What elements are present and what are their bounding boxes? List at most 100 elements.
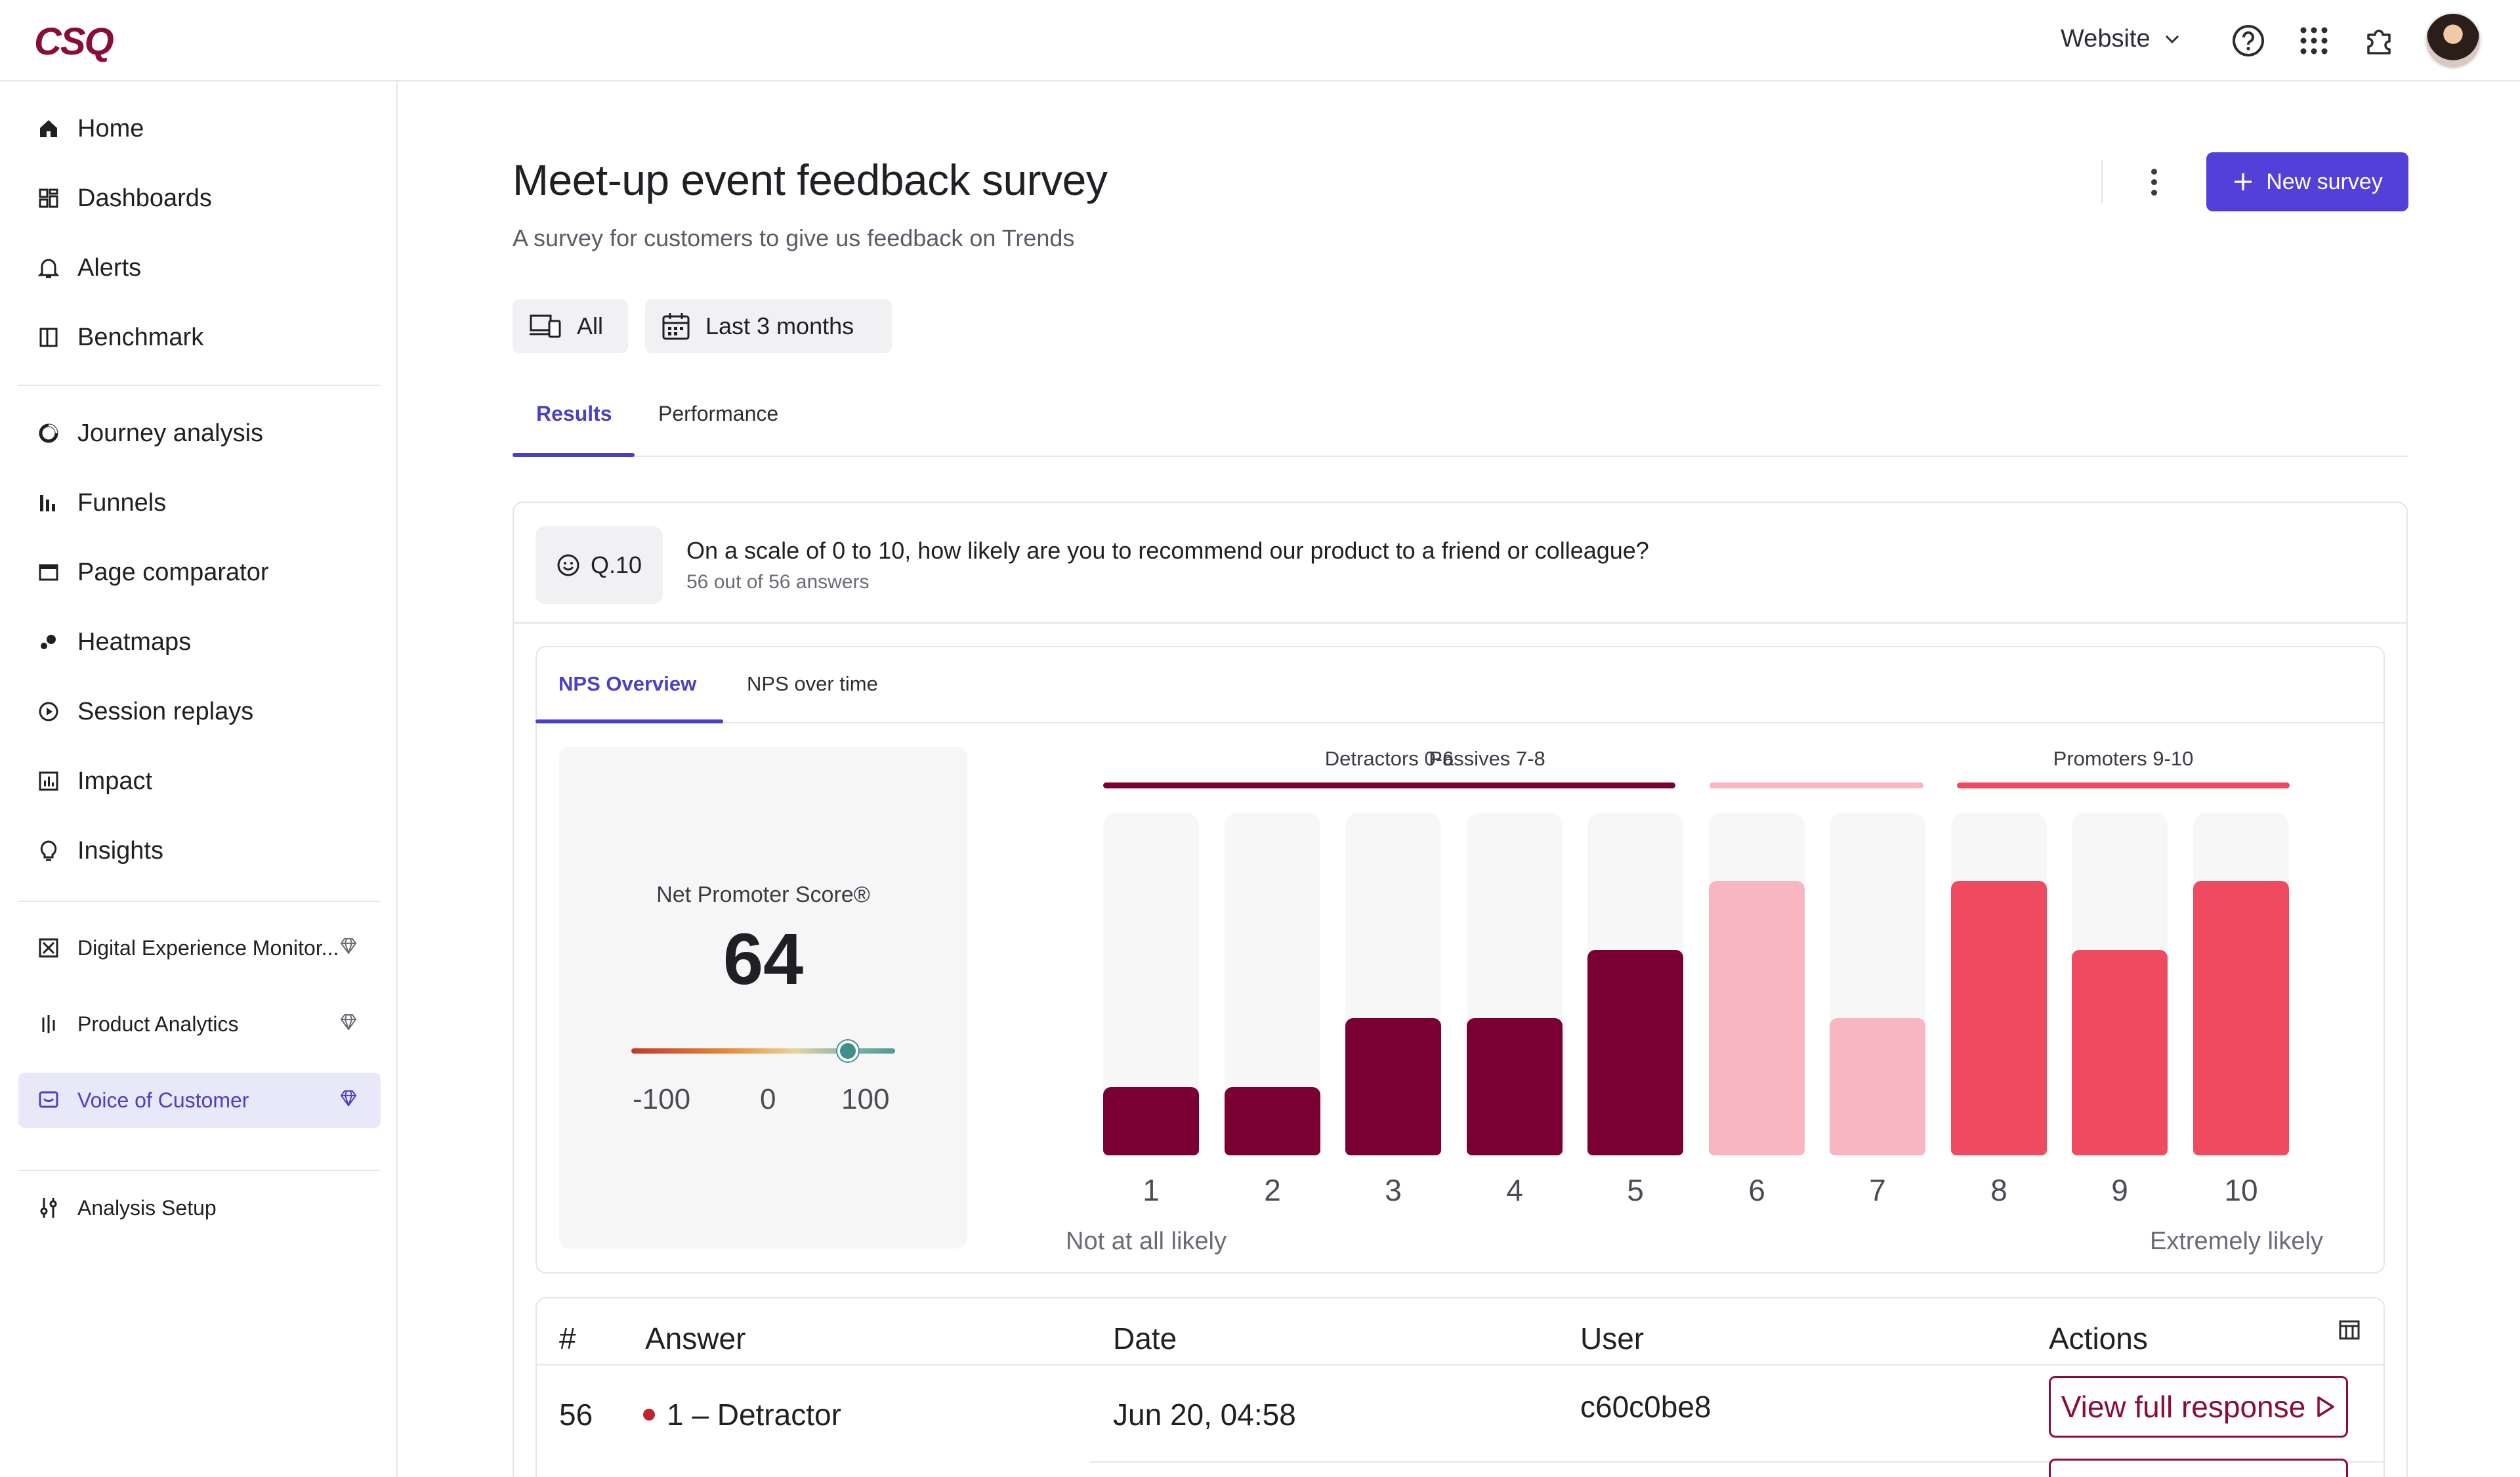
sidebar-item-funnels[interactable]: Funnels xyxy=(18,475,381,530)
smiley-icon xyxy=(557,554,579,576)
question-answer-count: 56 out of 56 answers xyxy=(686,571,870,593)
bar-score-6[interactable] xyxy=(1709,881,1805,1155)
gauge-mid-label: 0 xyxy=(760,1083,776,1115)
sidebar-item-insights[interactable]: Insights xyxy=(18,823,381,878)
new-survey-label: New survey xyxy=(2266,169,2383,194)
sidebar-item-label: Journey analysis xyxy=(77,419,264,447)
sidebar-item-label: Dashboards xyxy=(77,184,212,212)
tab-nps-overview[interactable]: NPS Overview xyxy=(558,672,697,695)
page-subtitle: A survey for customers to give us feedba… xyxy=(513,225,1075,251)
x-tick-label: 3 xyxy=(1385,1173,1402,1207)
columns-settings-icon[interactable] xyxy=(2338,1318,2361,1342)
avatar[interactable] xyxy=(2424,12,2482,70)
sidebar-item-journey-analysis[interactable]: Journey analysis xyxy=(18,406,381,461)
x-tick-label: 2 xyxy=(1264,1173,1281,1207)
sidebar-item-session-replays[interactable]: Session replays xyxy=(18,684,381,739)
sidebar-item-product-analytics[interactable]: Product Analytics xyxy=(18,996,381,1052)
active-subtab-indicator xyxy=(536,719,723,723)
tab-performance[interactable]: Performance xyxy=(658,402,779,425)
cell-date: Jun 20, 04:58 xyxy=(1113,1398,1296,1432)
table-header-answer[interactable]: Answer xyxy=(645,1321,746,1356)
sidebar-item-digital-experience-monitoring[interactable]: Digital Experience Monitor... xyxy=(18,920,381,975)
sidebar-item-voice-of-customer[interactable]: Voice of Customer xyxy=(18,1073,381,1128)
help-icon[interactable] xyxy=(2229,21,2268,60)
cell-user[interactable]: c60c0be8 xyxy=(1580,1390,1712,1424)
tabs-baseline xyxy=(513,456,2408,457)
x-tick-label: 8 xyxy=(1990,1173,2007,1207)
gauge-max-label: 100 xyxy=(841,1083,890,1115)
table-header-number[interactable]: # xyxy=(559,1321,576,1356)
play-icon xyxy=(35,698,62,725)
nps-gauge-track xyxy=(631,1048,895,1054)
table-header-date[interactable]: Date xyxy=(1113,1321,1177,1356)
nps-score-panel xyxy=(559,747,967,1249)
sidebar-item-analysis-setup[interactable]: Analysis Setup xyxy=(18,1180,381,1235)
sidebar-item-label: Funnels xyxy=(77,488,167,517)
view-full-response-label: View full response xyxy=(2061,1390,2306,1424)
apps-grid-icon[interactable] xyxy=(2294,21,2334,60)
bar-score-4[interactable] xyxy=(1467,1018,1563,1155)
detractor-dot-icon xyxy=(643,1408,655,1421)
sidebar-item-alerts[interactable]: Alerts xyxy=(18,240,381,295)
bar-score-5[interactable] xyxy=(1587,950,1683,1155)
more-options-icon[interactable] xyxy=(2141,164,2167,200)
header-separator xyxy=(2101,160,2103,203)
logo[interactable]: CSQ xyxy=(34,20,114,63)
x-tick-label: 10 xyxy=(2224,1173,2258,1207)
top-bar: CSQ Website xyxy=(0,0,2520,81)
sidebar-item-label: Benchmark xyxy=(77,323,204,351)
new-survey-button[interactable]: New survey xyxy=(2206,152,2408,211)
website-selector[interactable]: Website xyxy=(2061,25,2179,53)
home-icon xyxy=(35,116,62,142)
settings-sliders-icon xyxy=(35,1195,62,1221)
dashboards-icon xyxy=(35,185,62,211)
sidebar-item-page-comparator[interactable]: Page comparator xyxy=(18,545,381,600)
group-line-promoters xyxy=(1957,782,2290,788)
table-header-actions: Actions xyxy=(2049,1321,2148,1356)
bar-score-3[interactable] xyxy=(1345,1018,1441,1155)
sidebar-item-dashboards[interactable]: Dashboards xyxy=(18,171,381,226)
sidebar-item-label: Alerts xyxy=(77,253,142,282)
table-header-user[interactable]: User xyxy=(1580,1321,1645,1356)
x-tick-label: 7 xyxy=(1869,1173,1886,1207)
sidebar-item-heatmaps[interactable]: Heatmaps xyxy=(18,614,381,670)
benchmark-icon xyxy=(35,324,62,351)
view-full-response-button[interactable] xyxy=(2049,1459,2348,1477)
x-tick-label: 1 xyxy=(1143,1173,1160,1207)
bar-score-9[interactable] xyxy=(2072,950,2168,1155)
sidebar-item-label: Impact xyxy=(77,767,153,795)
page-title: Meet-up event feedback survey xyxy=(513,156,1108,204)
date-range-label: Last 3 months xyxy=(705,312,854,339)
group-label-detractors: Detractors 0-6 xyxy=(1324,747,1454,770)
device-filter[interactable]: All xyxy=(513,299,628,353)
page-comparator-icon xyxy=(35,559,62,586)
subtabs-baseline xyxy=(536,722,2385,723)
bar-score-2[interactable] xyxy=(1225,1087,1320,1155)
tab-results[interactable]: Results xyxy=(536,402,612,425)
device-filter-label: All xyxy=(577,312,604,339)
group-line-detractors xyxy=(1103,782,1675,788)
bar-score-10[interactable] xyxy=(2193,881,2289,1155)
x-tick-label: 6 xyxy=(1748,1173,1765,1207)
sidebar-item-home[interactable]: Home xyxy=(18,101,381,156)
sidebar-item-impact[interactable]: Impact xyxy=(18,754,381,809)
axis-label-right: Extremely likely xyxy=(2150,1228,2323,1255)
date-range-filter[interactable]: Last 3 months xyxy=(645,299,892,353)
x-tick-label: 9 xyxy=(2111,1173,2128,1207)
diamond-icon xyxy=(339,936,362,960)
bar-score-8[interactable] xyxy=(1951,881,2047,1155)
lightbulb-icon xyxy=(35,838,62,864)
x-tick-label: 5 xyxy=(1627,1173,1644,1207)
nps-score-value: 64 xyxy=(723,919,804,1000)
x-tick-label: 4 xyxy=(1506,1173,1523,1207)
sidebar-item-benchmark[interactable]: Benchmark xyxy=(18,310,381,365)
play-outline-icon xyxy=(2317,1396,2334,1417)
cell-answer-text: 1 – Detractor xyxy=(667,1398,841,1432)
tab-nps-over-time[interactable]: NPS over time xyxy=(747,672,878,695)
view-full-response-button[interactable]: View full response xyxy=(2049,1376,2348,1438)
devices-icon xyxy=(530,314,561,338)
integrations-icon[interactable] xyxy=(2360,21,2399,60)
heatmap-icon xyxy=(35,629,62,655)
bar-score-1[interactable] xyxy=(1103,1087,1199,1155)
bar-score-7[interactable] xyxy=(1830,1018,1925,1155)
